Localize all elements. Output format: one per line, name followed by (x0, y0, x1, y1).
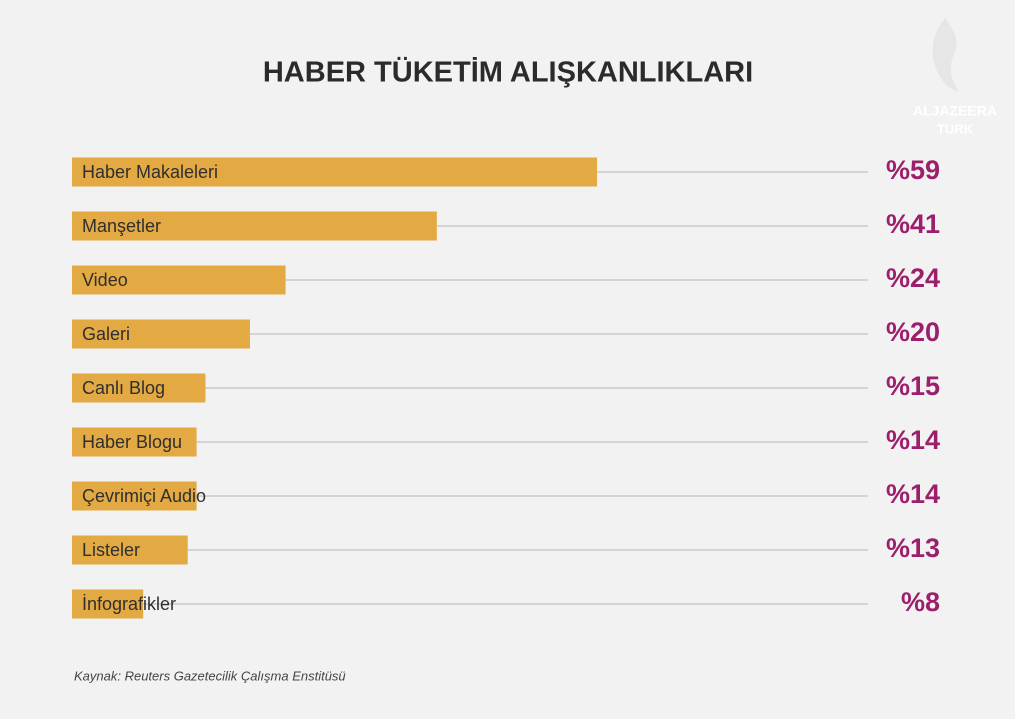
value-label: %59 (886, 155, 940, 185)
chart-title: HABER TÜKETİM ALIŞKANLIKLARI (263, 56, 753, 89)
logo-name: ALJAZEERA (913, 103, 997, 119)
value-label: %14 (886, 479, 940, 509)
category-label: Çevrimiçi Audio (82, 486, 206, 506)
bar (72, 481, 197, 511)
logo-region: TURK (937, 121, 974, 136)
category-label: Listeler (82, 540, 140, 560)
bar (72, 265, 286, 295)
category-label: Video (82, 270, 128, 290)
logo-icon (932, 18, 959, 92)
bar (72, 535, 188, 565)
value-label: %24 (886, 263, 940, 293)
bar (72, 373, 206, 403)
value-label: %14 (886, 425, 940, 455)
category-label: Canlı Blog (82, 378, 165, 398)
category-label: İnfografikler (82, 594, 176, 614)
category-label: Manşetler (82, 216, 161, 236)
value-label: %13 (886, 533, 940, 563)
value-label: %20 (886, 317, 940, 347)
bar (72, 589, 144, 619)
bar (72, 211, 437, 241)
bar (72, 427, 197, 457)
category-label: Haber Makaleleri (82, 162, 218, 182)
category-label: Haber Blogu (82, 432, 182, 452)
value-label: %41 (886, 209, 940, 239)
logo: ALJAZEERA TURK (913, 18, 997, 136)
bar (72, 319, 250, 349)
source-note: Kaynak: Reuters Gazetecilik Çalışma Enst… (74, 668, 346, 683)
value-label: %15 (886, 371, 940, 401)
bar (72, 157, 597, 187)
value-label: %8 (901, 587, 940, 617)
category-label: Galeri (82, 324, 130, 344)
